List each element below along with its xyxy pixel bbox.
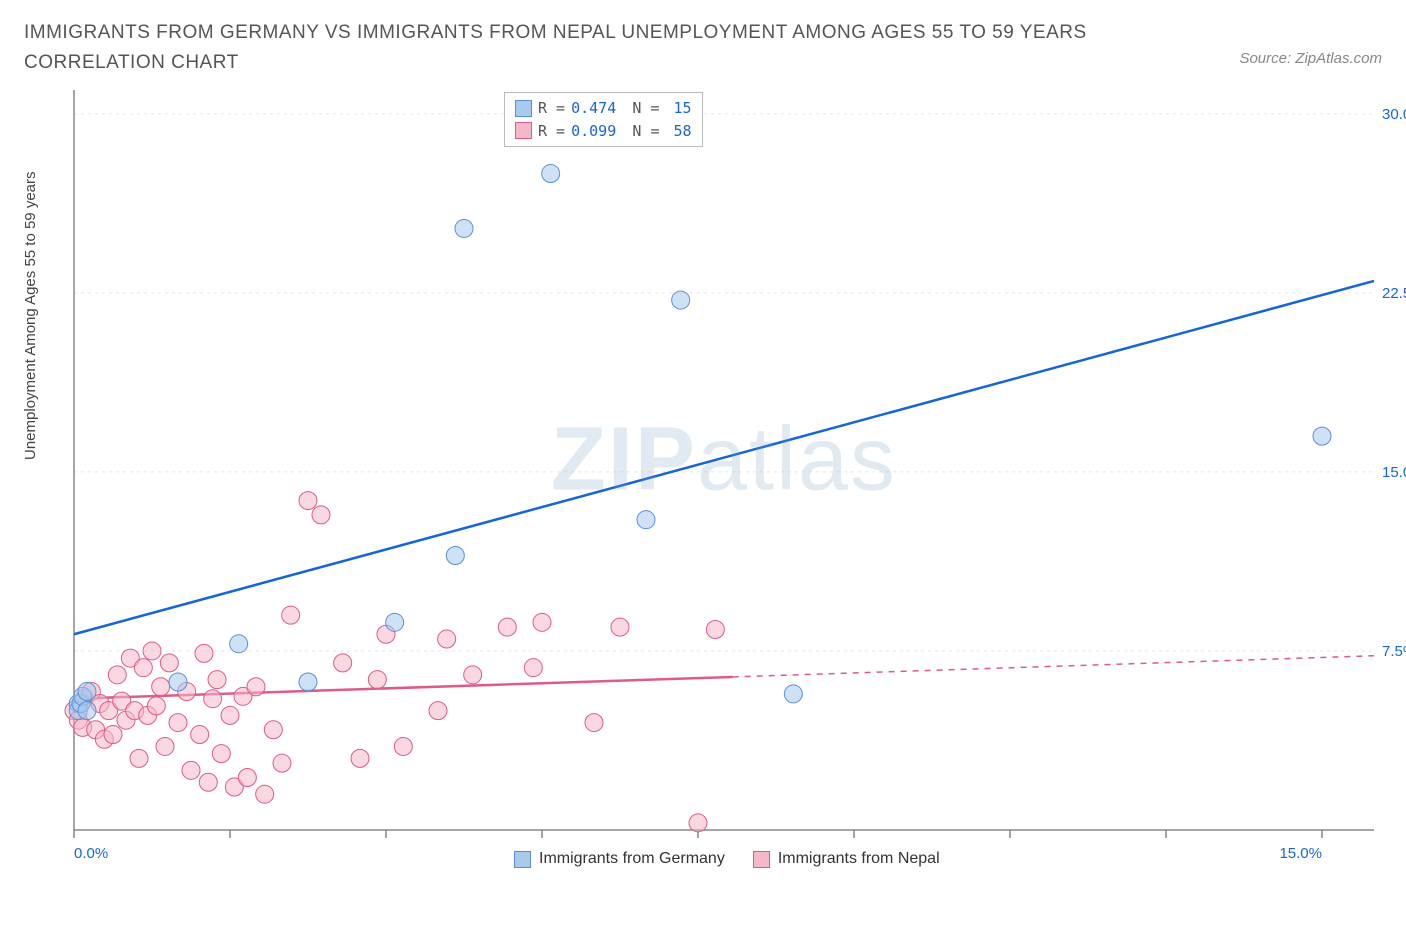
y-axis-label: Unemployment Among Ages 55 to 59 years bbox=[22, 171, 39, 460]
data-point bbox=[273, 754, 291, 772]
data-point bbox=[689, 814, 707, 832]
data-point bbox=[130, 749, 148, 767]
legend-swatch bbox=[515, 100, 532, 117]
stat-n-label: N = bbox=[632, 120, 659, 143]
legend-label: Immigrants from Nepal bbox=[778, 850, 940, 868]
data-point bbox=[191, 726, 209, 744]
stat-r-label: R = bbox=[538, 97, 565, 120]
data-point bbox=[637, 511, 655, 529]
data-point bbox=[464, 666, 482, 684]
data-point bbox=[169, 714, 187, 732]
stat-n-value: 58 bbox=[666, 120, 692, 143]
data-point bbox=[524, 659, 542, 677]
data-point bbox=[611, 618, 629, 636]
data-point bbox=[784, 685, 802, 703]
data-point bbox=[299, 492, 317, 510]
data-point bbox=[351, 749, 369, 767]
data-point bbox=[264, 721, 282, 739]
stat-r-value: 0.099 bbox=[571, 120, 616, 143]
data-point bbox=[312, 506, 330, 524]
data-point bbox=[238, 768, 256, 786]
data-point bbox=[386, 613, 404, 631]
legend-swatch bbox=[515, 122, 532, 139]
source-attribution: Source: ZipAtlas.com bbox=[1239, 50, 1382, 67]
stat-r-value: 0.474 bbox=[571, 97, 616, 120]
y-tick-label: 30.0% bbox=[1382, 106, 1406, 123]
data-point bbox=[160, 654, 178, 672]
data-point bbox=[1313, 427, 1331, 445]
data-point bbox=[706, 620, 724, 638]
data-point bbox=[182, 761, 200, 779]
data-point bbox=[256, 785, 274, 803]
data-point bbox=[498, 618, 516, 636]
data-point bbox=[212, 745, 230, 763]
legend-swatch bbox=[514, 851, 531, 868]
series-legend: Immigrants from Germany Immigrants from N… bbox=[514, 850, 940, 868]
data-point bbox=[585, 714, 603, 732]
data-point bbox=[455, 219, 473, 237]
data-point bbox=[208, 671, 226, 689]
data-point bbox=[143, 642, 161, 660]
x-tick-label: 0.0% bbox=[74, 845, 108, 862]
data-point bbox=[152, 678, 170, 696]
data-point bbox=[78, 702, 96, 720]
stats-legend: R = 0.474 N = 15 R = 0.099 N = 58 bbox=[504, 92, 703, 147]
data-point bbox=[429, 702, 447, 720]
y-tick-label: 15.0% bbox=[1382, 464, 1406, 481]
trend-line bbox=[74, 281, 1374, 634]
legend-label: Immigrants from Germany bbox=[539, 850, 725, 868]
y-tick-label: 22.5% bbox=[1382, 285, 1406, 302]
data-point bbox=[542, 165, 560, 183]
data-point bbox=[108, 666, 126, 684]
chart-title: IMMIGRANTS FROM GERMANY VS IMMIGRANTS FR… bbox=[24, 18, 1144, 79]
data-point bbox=[368, 671, 386, 689]
legend-swatch bbox=[753, 851, 770, 868]
data-point bbox=[230, 635, 248, 653]
data-point bbox=[199, 773, 217, 791]
data-point bbox=[147, 697, 165, 715]
data-point bbox=[533, 613, 551, 631]
stat-n-label: N = bbox=[632, 97, 659, 120]
data-point bbox=[672, 291, 690, 309]
data-point bbox=[134, 659, 152, 677]
data-point bbox=[446, 546, 464, 564]
data-point bbox=[156, 737, 174, 755]
data-point bbox=[299, 673, 317, 691]
x-tick-label: 15.0% bbox=[1279, 845, 1322, 862]
stat-r-label: R = bbox=[538, 120, 565, 143]
data-point bbox=[247, 678, 265, 696]
trend-line-extrapolated bbox=[733, 656, 1374, 677]
data-point bbox=[104, 726, 122, 744]
data-point bbox=[394, 737, 412, 755]
scatter-plot: 7.5%15.0%22.5%30.0%0.0%15.0% R = 0.474 N… bbox=[74, 90, 1374, 830]
data-point bbox=[334, 654, 352, 672]
data-point bbox=[204, 690, 222, 708]
data-point bbox=[221, 706, 239, 724]
data-point bbox=[195, 644, 213, 662]
y-tick-label: 7.5% bbox=[1382, 643, 1406, 660]
data-point bbox=[169, 673, 187, 691]
data-point bbox=[438, 630, 456, 648]
stat-n-value: 15 bbox=[666, 97, 692, 120]
data-point bbox=[282, 606, 300, 624]
data-point bbox=[78, 683, 96, 701]
